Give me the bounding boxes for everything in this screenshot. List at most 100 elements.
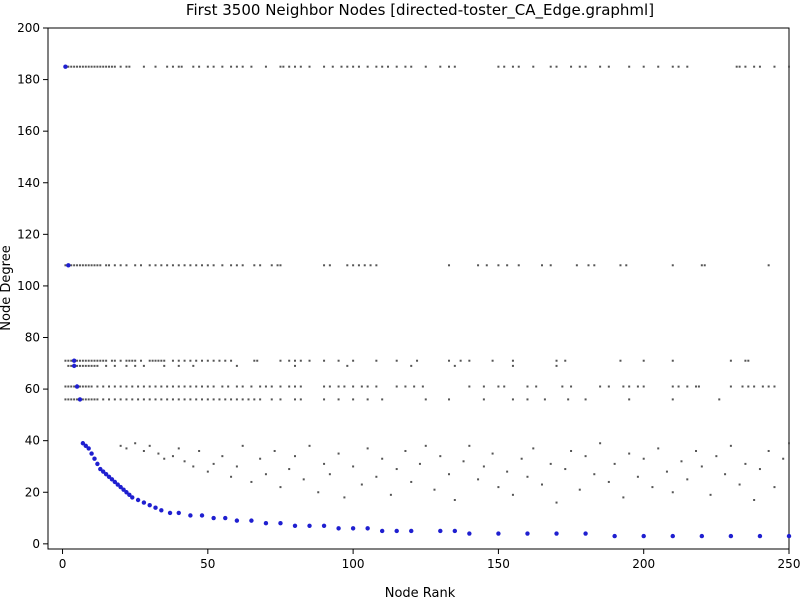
node-degree-point bbox=[350, 526, 356, 531]
node-degree-point bbox=[336, 526, 341, 531]
neighbor-degree-point bbox=[137, 385, 140, 388]
neighbor-degree-point bbox=[346, 364, 349, 367]
neighbor-degree-point bbox=[288, 65, 291, 68]
neighbor-degree-point bbox=[195, 398, 198, 401]
neighbor-degree-point bbox=[235, 264, 238, 267]
neighbor-degree-point bbox=[532, 65, 535, 68]
neighbor-degree-point bbox=[497, 385, 500, 388]
neighbor-degree-point bbox=[137, 398, 140, 401]
neighbor-degree-point bbox=[665, 470, 668, 473]
neighbor-degree-point bbox=[340, 65, 343, 68]
neighbor-degree-point bbox=[410, 480, 413, 483]
neighbor-degree-point bbox=[113, 359, 116, 362]
neighbor-degree-point bbox=[78, 364, 81, 367]
neighbor-degree-point bbox=[73, 264, 76, 267]
node-degree-point bbox=[188, 513, 193, 518]
neighbor-degree-point bbox=[337, 359, 340, 362]
neighbor-degree-point bbox=[198, 65, 201, 68]
neighbor-degree-point bbox=[511, 398, 514, 401]
neighbor-degree-point bbox=[729, 385, 732, 388]
neighbor-degree-point bbox=[317, 491, 320, 494]
neighbor-degree-point bbox=[76, 364, 79, 367]
neighbor-degree-point bbox=[288, 359, 291, 362]
neighbor-degree-point bbox=[462, 460, 465, 463]
neighbor-degree-point bbox=[230, 398, 233, 401]
neighbor-degree-point bbox=[134, 264, 137, 267]
neighbor-degree-point bbox=[294, 65, 296, 68]
neighbor-degree-point bbox=[201, 264, 204, 267]
neighbor-degree-point bbox=[180, 65, 183, 68]
neighbor-degree-point bbox=[102, 385, 105, 388]
neighbor-degree-point bbox=[352, 465, 355, 468]
node-degree-point bbox=[80, 441, 86, 446]
neighbor-degree-point bbox=[70, 385, 73, 388]
y-tick-label: 160 bbox=[17, 124, 40, 138]
neighbor-degree-point bbox=[171, 398, 174, 401]
neighbor-degree-point bbox=[270, 398, 273, 401]
node-degree-point bbox=[74, 384, 80, 389]
neighbor-degree-point bbox=[201, 385, 204, 388]
neighbor-degree-point bbox=[276, 264, 279, 267]
x-tick-label: 50 bbox=[200, 557, 215, 571]
neighbor-degree-point bbox=[279, 486, 282, 489]
neighbor-degree-point bbox=[189, 398, 192, 401]
neighbor-degree-point bbox=[206, 398, 209, 401]
neighbor-degree-point bbox=[599, 65, 602, 68]
neighbor-degree-point bbox=[607, 385, 610, 388]
neighbor-degree-point bbox=[526, 398, 529, 401]
neighbor-degree-point bbox=[593, 264, 596, 267]
neighbor-degree-point bbox=[375, 385, 378, 388]
neighbor-degree-point bbox=[87, 65, 90, 68]
neighbor-degree-point bbox=[230, 65, 233, 68]
neighbor-degree-point bbox=[90, 364, 93, 367]
neighbor-degree-point bbox=[84, 359, 87, 362]
x-tick-label: 100 bbox=[342, 557, 365, 571]
node-degree-point bbox=[63, 64, 68, 69]
neighbor-degree-point bbox=[73, 385, 76, 388]
chart-title: First 3500 Neighbor Nodes [directed-tost… bbox=[186, 1, 654, 20]
node-degree-point bbox=[379, 528, 385, 534]
neighbor-degree-point bbox=[511, 359, 514, 362]
neighbor-degree-point bbox=[87, 359, 90, 362]
neighbor-degree-point bbox=[113, 264, 116, 267]
neighbor-degree-point bbox=[201, 398, 204, 401]
neighbor-degree-point bbox=[134, 364, 137, 367]
neighbor-degree-point bbox=[308, 65, 311, 68]
neighbor-degree-point bbox=[584, 398, 587, 401]
neighbor-degree-point bbox=[671, 359, 674, 362]
node-degree-point bbox=[141, 500, 147, 505]
neighbor-degree-point bbox=[177, 398, 180, 401]
neighbor-degree-point bbox=[125, 385, 128, 388]
neighbor-degree-point bbox=[453, 364, 456, 367]
node-degree-point bbox=[83, 443, 88, 449]
neighbor-degree-point bbox=[299, 398, 302, 401]
neighbor-degree-point bbox=[183, 264, 186, 267]
neighbor-degree-point bbox=[323, 398, 326, 401]
neighbor-degree-point bbox=[549, 264, 552, 267]
neighbor-degree-point bbox=[96, 364, 99, 367]
neighbor-degree-point bbox=[279, 264, 282, 267]
neighbor-degree-point bbox=[235, 385, 238, 388]
neighbor-degree-point bbox=[575, 264, 578, 267]
node-degree-point bbox=[757, 533, 763, 539]
neighbor-degree-point bbox=[352, 65, 355, 68]
node-degree-point bbox=[786, 533, 792, 539]
neighbor-degree-point bbox=[619, 264, 622, 267]
neighbor-degree-point bbox=[328, 473, 331, 476]
neighbor-degree-point bbox=[76, 65, 79, 68]
neighbor-degree-point bbox=[256, 359, 259, 362]
node-degree-point bbox=[112, 479, 118, 485]
node-degree-point bbox=[124, 490, 129, 495]
neighbor-degree-point bbox=[90, 65, 93, 68]
neighbor-degree-point bbox=[163, 457, 166, 460]
neighbor-degree-point bbox=[497, 486, 500, 489]
neighbor-degree-point bbox=[241, 385, 244, 388]
neighbor-degree-point bbox=[259, 264, 262, 267]
node-degree-point bbox=[98, 466, 103, 472]
neighbor-degree-point bbox=[93, 398, 96, 401]
neighbor-degree-point bbox=[166, 65, 169, 68]
neighbor-degree-point bbox=[96, 359, 99, 362]
neighbor-degree-point bbox=[81, 65, 84, 68]
neighbor-degree-point bbox=[448, 65, 451, 68]
node-degree-point bbox=[307, 523, 312, 528]
